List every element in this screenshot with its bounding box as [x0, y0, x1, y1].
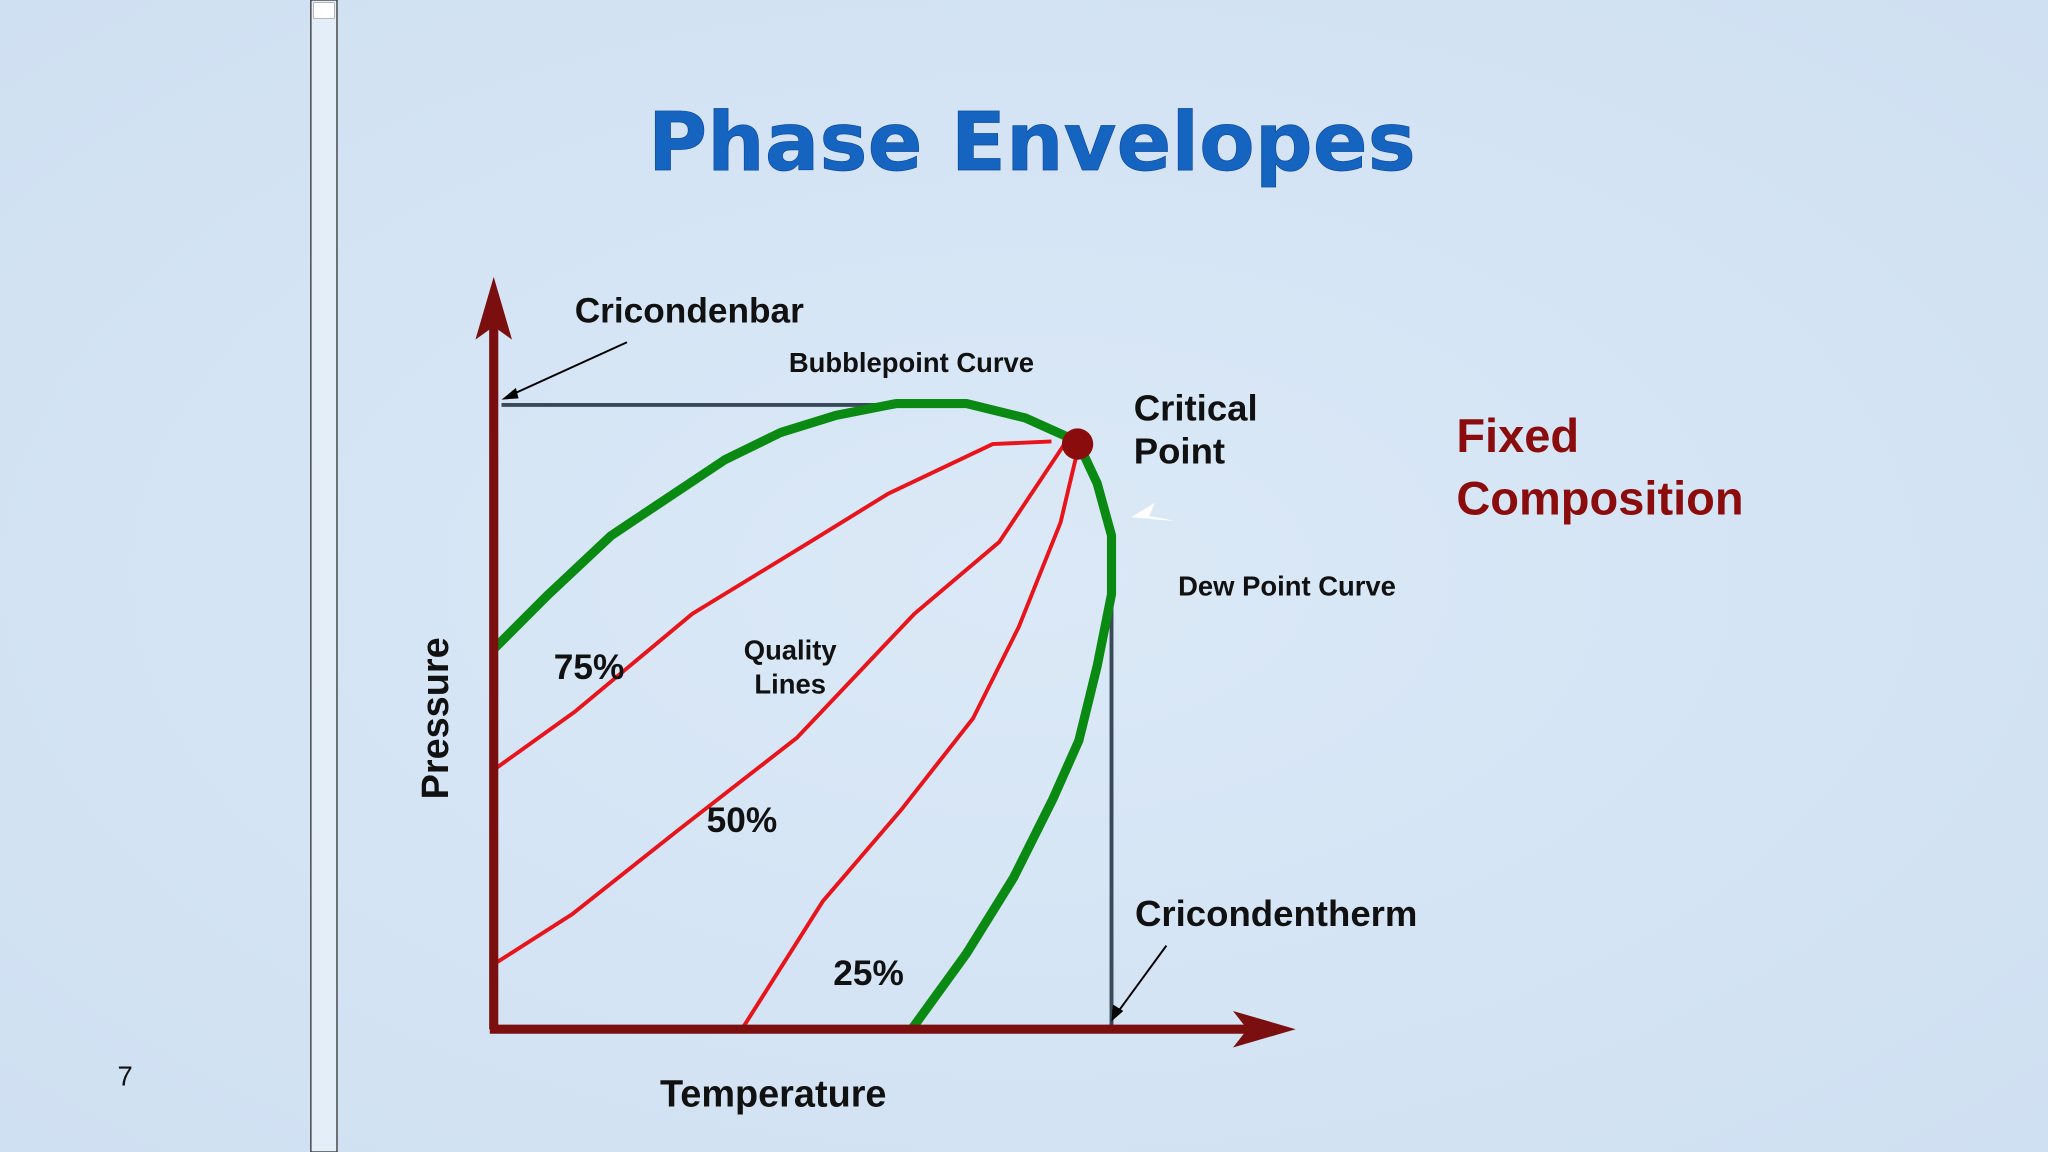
- label-line: Critical: [1134, 388, 1258, 429]
- side-note: Fixed Composition: [1456, 409, 1743, 525]
- label: Critical Point: [1134, 388, 1258, 472]
- side-strip: [310, 0, 338, 1152]
- cursor-mark: [1131, 502, 1176, 522]
- slide-number: 7: [118, 1060, 133, 1091]
- label: Quality Lines: [744, 635, 838, 700]
- label: 25%: [833, 954, 904, 993]
- slide-title: Phase Envelopes: [648, 96, 1416, 190]
- label-line: Lines: [754, 669, 826, 700]
- bubblepoint-curve: [490, 399, 1080, 653]
- side-note-line: Composition: [1456, 472, 1743, 525]
- quality-line-25: [740, 450, 1080, 1031]
- label: Cricondentherm: [1135, 893, 1417, 934]
- quality-line-75: [495, 439, 1052, 770]
- label-line: Quality: [744, 635, 838, 666]
- label: Cricondenbar: [575, 292, 804, 331]
- label: Bubblepoint Curve: [789, 347, 1034, 378]
- label: 50%: [707, 801, 778, 840]
- label-line: Point: [1134, 431, 1225, 472]
- pointer: [508, 341, 628, 397]
- pointer-head: [501, 387, 519, 400]
- y-axis-arrow: [475, 276, 512, 340]
- pointer-head: [1111, 1004, 1124, 1022]
- axis-label: Pressure: [415, 637, 457, 799]
- critical-point: [1061, 428, 1094, 460]
- pointer: [1115, 945, 1168, 1015]
- axis-label: Temperature: [660, 1073, 887, 1115]
- label: Dew Point Curve: [1178, 571, 1396, 602]
- dewpoint-curve: [907, 439, 1117, 1032]
- side-note-line: Fixed: [1456, 409, 1579, 462]
- x-axis-arrow: [1232, 1010, 1296, 1048]
- quality-line-50: [495, 442, 1067, 965]
- label: 75%: [554, 648, 625, 687]
- thumbnail: [313, 2, 335, 19]
